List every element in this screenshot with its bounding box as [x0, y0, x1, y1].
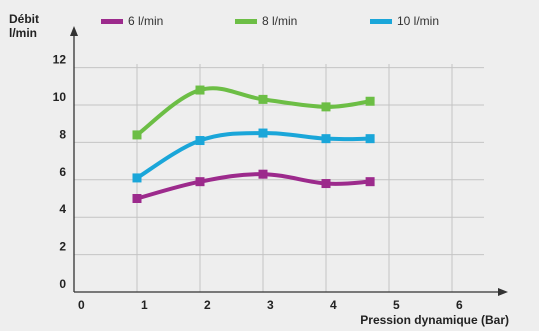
data-point [365, 134, 375, 144]
data-point [132, 194, 142, 203]
y-axis-title-line1: Débit [9, 12, 39, 26]
x-tick-labels: 0 1 2 3 4 5 6 [78, 298, 463, 312]
y-tick-label: 0 [59, 277, 66, 291]
data-point [258, 128, 268, 138]
legend-label: 10 l/min [397, 14, 439, 28]
x-tick-label: 1 [141, 298, 148, 312]
data-point [365, 177, 375, 187]
x-axis-title: Pression dynamique (Bar) [360, 313, 509, 327]
series-line [136, 172, 371, 201]
data-point [365, 96, 375, 106]
data-point [258, 94, 268, 104]
legend-swatch [370, 19, 392, 24]
x-tick-label: 5 [393, 298, 400, 312]
data-point [195, 85, 205, 95]
series-group [132, 85, 375, 203]
data-point [321, 179, 331, 189]
legend-label: 8 l/min [262, 14, 297, 28]
grid [74, 64, 484, 292]
x-tick-label: 2 [204, 298, 211, 312]
data-point [321, 102, 331, 112]
legend-label: 6 l/min [128, 14, 163, 28]
y-tick-labels: 0 2 4 6 8 10 12 [53, 53, 67, 291]
y-tick-label: 6 [59, 165, 66, 179]
legend: 6 l/min 8 l/min 10 l/min [101, 14, 439, 28]
data-point [258, 169, 268, 179]
legend-swatch [235, 19, 257, 24]
data-point [132, 130, 142, 140]
data-point [195, 177, 205, 187]
y-tick-label: 2 [59, 240, 66, 254]
y-tick-label: 8 [59, 127, 66, 141]
axes [70, 26, 508, 296]
y-tick-label: 12 [53, 53, 67, 67]
series-line [135, 86, 371, 137]
x-tick-label: 6 [456, 298, 463, 312]
y-tick-label: 10 [53, 90, 67, 104]
data-point [321, 134, 331, 144]
legend-swatch [101, 19, 123, 24]
data-point [132, 173, 142, 183]
x-tick-label: 3 [267, 298, 274, 312]
x-tick-label: 4 [330, 298, 337, 312]
y-tick-label: 4 [59, 202, 66, 216]
series-line [135, 131, 371, 180]
data-point [195, 136, 205, 146]
y-axis-title-line2: l/min [9, 26, 37, 40]
x-axis-arrow [498, 288, 508, 296]
y-axis-arrow [70, 26, 78, 36]
x-tick-label: 0 [78, 298, 85, 312]
